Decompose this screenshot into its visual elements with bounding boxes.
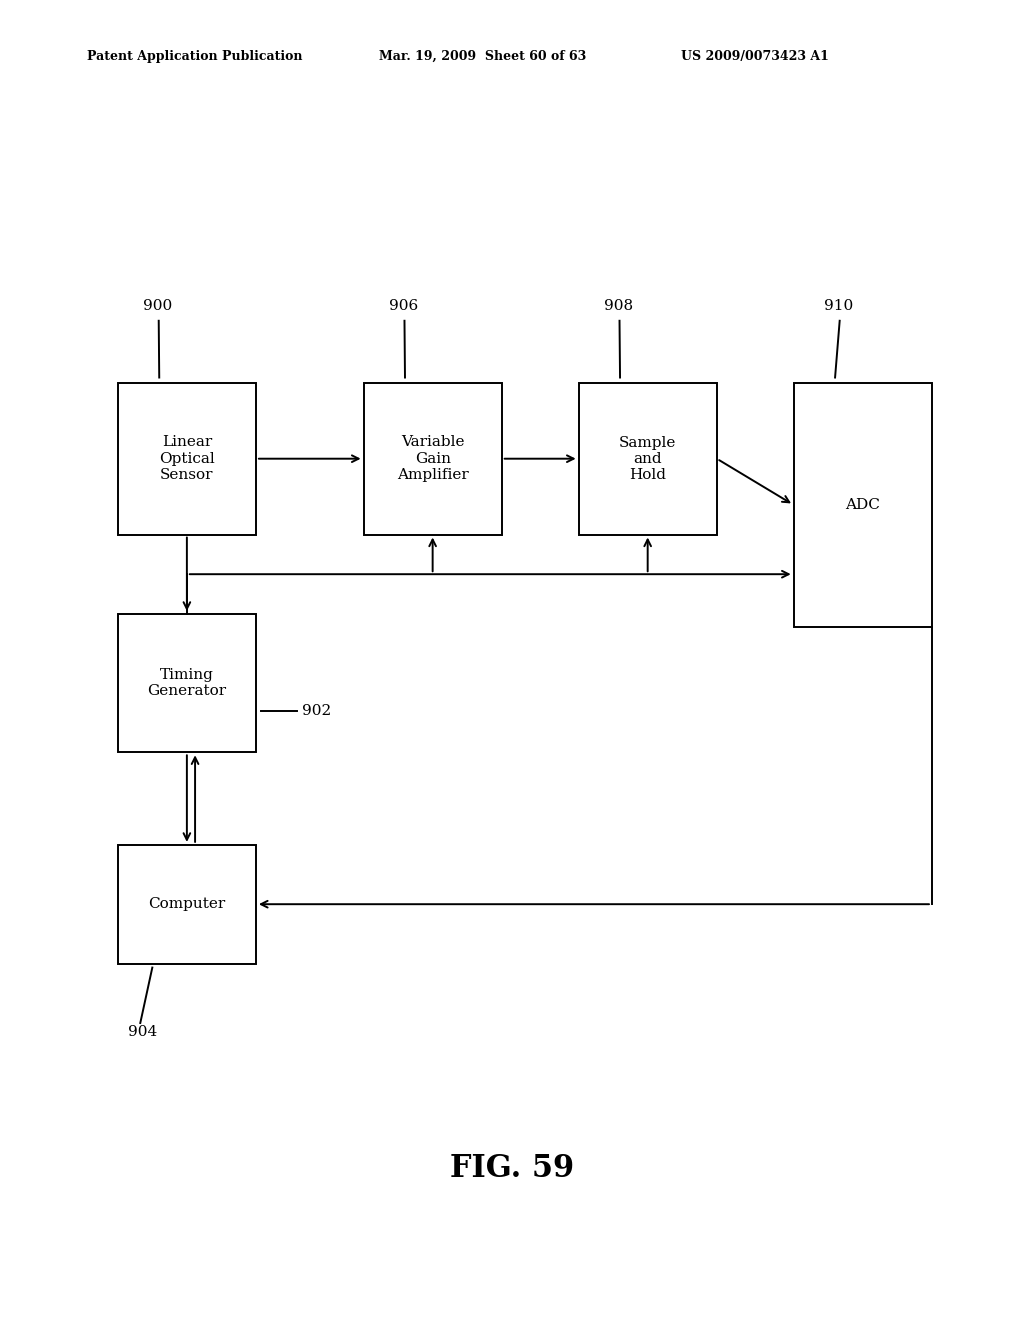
Text: 906: 906	[389, 300, 419, 313]
Bar	[118, 614, 256, 752]
Text: US 2009/0073423 A1: US 2009/0073423 A1	[681, 50, 828, 63]
Text: Mar. 19, 2009  Sheet 60 of 63: Mar. 19, 2009 Sheet 60 of 63	[379, 50, 586, 63]
Text: 900: 900	[143, 300, 173, 313]
Text: Sample
and
Hold: Sample and Hold	[618, 436, 677, 482]
Bar	[794, 383, 932, 627]
Text: Patent Application Publication: Patent Application Publication	[87, 50, 302, 63]
Bar	[118, 845, 256, 964]
Text: 904: 904	[128, 1026, 158, 1039]
Text: Variable
Gain
Amplifier: Variable Gain Amplifier	[396, 436, 469, 482]
Text: Timing
Generator: Timing Generator	[147, 668, 226, 698]
Bar	[364, 383, 502, 535]
Bar	[118, 383, 256, 535]
Text: FIG. 59: FIG. 59	[450, 1152, 574, 1184]
Bar	[579, 383, 717, 535]
Text: Computer: Computer	[148, 898, 225, 911]
Text: 908: 908	[604, 300, 633, 313]
Text: 902: 902	[302, 704, 332, 718]
Text: 910: 910	[824, 300, 854, 313]
Text: Linear
Optical
Sensor: Linear Optical Sensor	[159, 436, 215, 482]
Text: ADC: ADC	[845, 498, 881, 512]
